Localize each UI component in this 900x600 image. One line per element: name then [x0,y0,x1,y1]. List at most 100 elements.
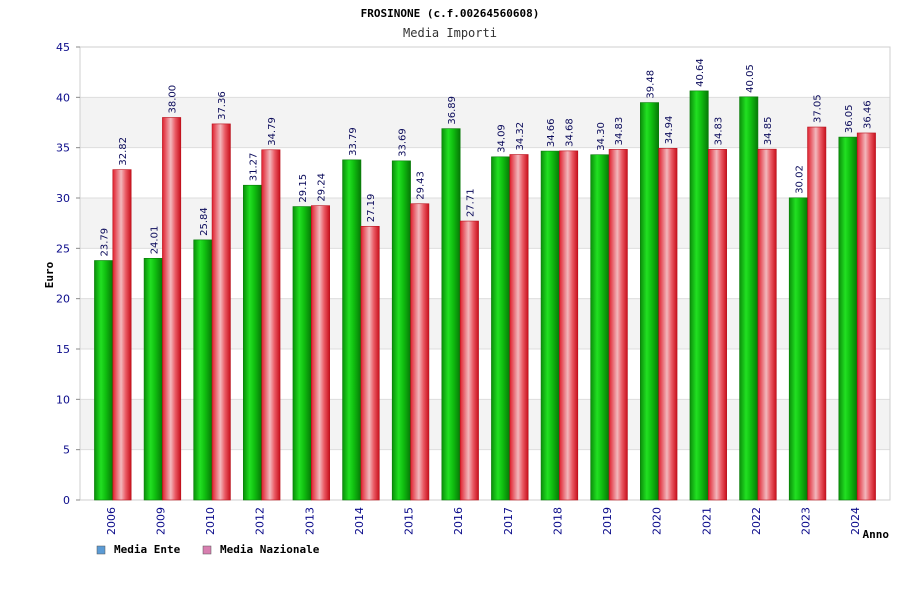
value-label-media-nazionale-2009: 38.00 [168,85,179,114]
bar-media-nazionale-2015 [410,203,430,501]
x-tick-label-2023: 2023 [800,507,813,535]
bar-media-nazionale-2013 [311,205,330,501]
plot-band [80,47,890,98]
value-label-media-ente-2020: 39.48 [646,70,657,99]
bar-media-ente-2015 [391,160,411,501]
y-tick-label: 25 [56,242,70,255]
bar-media-nazionale-2019 [608,149,628,501]
x-tick-label-2017: 2017 [502,507,515,535]
value-label-media-nazionale-2014: 27.19 [366,194,377,223]
value-label-media-ente-2014: 33.79 [348,127,359,156]
value-label-media-ente-2024: 36.05 [844,104,855,133]
value-label-media-ente-2021: 40.64 [695,58,706,87]
x-tick-label-2019: 2019 [601,507,614,535]
legend-label-media-nazionale: Media Nazionale [220,543,320,556]
bar-media-ente-2012 [243,184,262,501]
value-label-media-ente-2012: 31.27 [249,153,260,182]
bar-media-ente-2010 [193,239,213,501]
bar-media-nazionale-2023 [807,126,827,501]
plot-frame [79,46,891,501]
bar-media-nazionale-2009 [162,117,182,501]
value-label-media-ente-2006: 23.79 [100,228,111,257]
bar-media-nazionale-2010 [211,123,231,501]
value-label-media-nazionale-2024: 36.46 [862,100,873,129]
value-label-media-nazionale-2018: 34.68 [565,118,576,147]
x-tick-label-2024: 2024 [849,507,862,535]
value-label-media-ente-2018: 34.66 [546,118,557,147]
bar-media-nazionale-2018 [559,150,579,501]
x-axis-label: Anno [863,528,890,541]
value-label-media-nazionale-2006: 32.82 [118,137,129,166]
legend-label-media-ente: Media Ente [114,543,181,556]
value-label-media-nazionale-2020: 34.94 [664,116,675,145]
x-tick-label-2014: 2014 [353,507,366,535]
bar-media-nazionale-2012 [261,149,281,501]
x-tick-label-2006: 2006 [105,507,118,535]
bar-media-nazionale-2017 [509,154,529,501]
bar-media-ente-2018 [540,150,560,501]
bar-media-ente-2016 [441,128,461,501]
value-label-media-nazionale-2022: 34.85 [763,117,774,146]
legend: Media Ente Media Nazionale [96,543,320,556]
value-label-media-nazionale-2019: 34.83 [614,117,625,146]
bar-media-ente-2019 [590,154,610,501]
legend-swatch-media-nazionale [202,545,212,555]
value-label-media-ente-2019: 34.30 [596,122,607,151]
x-tick-label-2016: 2016 [452,507,465,535]
x-tick-label-2013: 2013 [303,507,316,535]
y-tick-label: 0 [63,494,70,507]
value-labels: 23.79 32.82 24.01 38.00 25.84 37.36 31.27 34.79… [100,58,874,256]
value-label-media-ente-2015: 33.69 [397,128,408,157]
y-axis-ticks: 0 5 10 15 20 25 30 35 40 45 [56,41,80,507]
bar-media-ente-2024 [838,136,858,501]
bar-media-ente-2021 [689,90,709,501]
bar-media-ente-2022 [739,96,759,501]
chart-title: FROSINONE (c.f.00264560608) [361,7,540,20]
value-label-media-nazionale-2021: 34.83 [713,117,724,146]
value-label-media-nazionale-2023: 37.05 [813,94,824,123]
value-label-media-ente-2017: 34.09 [497,124,508,153]
value-label-media-ente-2016: 36.89 [447,96,458,125]
y-axis-label: Euro [43,261,56,288]
bar-media-nazionale-2022 [757,148,777,501]
x-axis-ticks: 2006 2009 2010 2012 2013 2014 2015 2016 2017 2018… [105,507,862,535]
bar-media-nazionale-2024 [856,132,876,501]
bar-media-ente-2017 [491,156,511,501]
y-tick-label: 35 [56,142,70,155]
y-tick-label: 5 [63,444,70,457]
value-label-media-nazionale-2015: 29.43 [416,171,427,200]
x-tick-label-2020: 2020 [651,507,664,535]
value-label-media-ente-2022: 40.05 [745,64,756,93]
y-tick-label: 30 [56,192,70,205]
y-tick-label: 10 [56,393,70,406]
bar-media-nazionale-2006 [112,169,132,501]
bar-media-nazionale-2014 [360,225,380,501]
x-tick-label-2022: 2022 [750,507,763,535]
x-tick-label-2010: 2010 [204,507,217,535]
bar-media-ente-2009 [143,257,163,501]
x-tick-label-2012: 2012 [254,507,267,535]
legend-swatch-media-ente [96,545,106,555]
value-label-media-nazionale-2012: 34.79 [267,117,278,146]
bar-media-nazionale-2020 [658,147,678,501]
value-label-media-nazionale-2013: 29.24 [316,173,327,202]
bar-media-ente-2006 [94,260,114,501]
x-tick-label-2009: 2009 [154,507,167,535]
y-tick-label: 20 [56,293,70,306]
value-label-media-nazionale-2010: 37.36 [217,91,228,120]
value-label-media-nazionale-2016: 27.71 [465,188,476,217]
x-tick-label-2021: 2021 [700,507,713,535]
bar-media-ente-2014 [342,159,362,501]
bars [94,90,876,501]
chart-subtitle: Media Importi [403,26,497,40]
bar-media-nazionale-2016 [459,220,479,501]
bar-media-ente-2013 [292,206,312,501]
x-tick-label-2015: 2015 [403,507,416,535]
value-label-media-ente-2010: 25.84 [199,207,210,236]
bar-media-nazionale-2021 [708,149,727,501]
value-label-media-ente-2009: 24.01 [149,226,160,255]
y-tick-label: 40 [56,91,70,104]
value-label-media-ente-2013: 29.15 [298,174,309,203]
y-tick-label: 15 [56,343,70,356]
